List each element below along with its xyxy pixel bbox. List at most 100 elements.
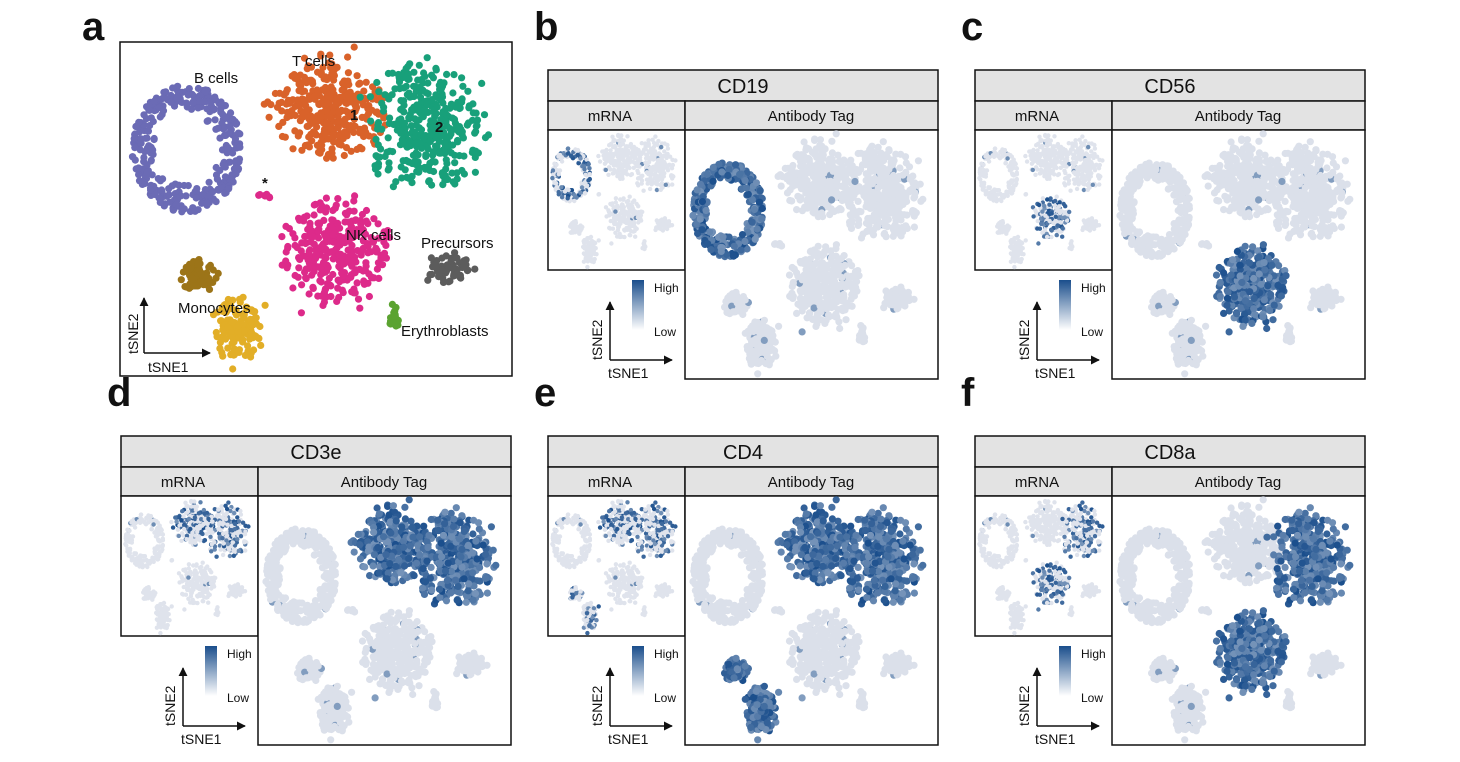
antibody-point (793, 269, 801, 277)
mrna-point (651, 140, 657, 146)
mrna-point (606, 152, 611, 157)
mrna-point (635, 168, 640, 173)
cell-point (236, 143, 244, 151)
antibody-point (846, 218, 854, 226)
cell-point (135, 118, 143, 126)
mrna-point (636, 183, 641, 188)
antibody-point (789, 292, 797, 300)
antibody-point (902, 159, 910, 167)
mrna-point (633, 150, 638, 156)
antibody-point (864, 173, 872, 181)
mrna-point (1089, 171, 1094, 176)
mrna-point (1043, 138, 1049, 143)
cell-point (260, 100, 268, 108)
mrna-point (1023, 153, 1028, 159)
cell-point (142, 172, 150, 180)
cell-point (244, 342, 252, 350)
cell-point (343, 132, 351, 140)
antibody-point (879, 138, 887, 146)
antibody-point (810, 304, 818, 312)
mrna-point (608, 148, 613, 153)
mrna-point (1079, 156, 1084, 161)
cell-point (458, 74, 466, 82)
panel-label-c: c (961, 5, 983, 49)
mrna-point (615, 227, 621, 233)
cell-point (472, 122, 480, 130)
cell-point (316, 206, 324, 214)
mrna-point (663, 182, 668, 187)
antibody-point (841, 261, 849, 269)
mrna-point (601, 153, 606, 158)
cell-point (130, 135, 138, 143)
antibody-point (863, 193, 871, 202)
cell-point (385, 164, 393, 172)
mrna-point (1031, 214, 1036, 219)
antibody-point (852, 165, 860, 173)
cell-point (432, 142, 440, 150)
mrna-point (1083, 221, 1088, 226)
cell-point (352, 216, 360, 224)
antibody-point (843, 167, 851, 175)
mrna-point (1073, 149, 1079, 154)
cell-point (334, 124, 342, 132)
mrna-point (612, 221, 617, 227)
mrna-point (609, 202, 615, 208)
mrna-point (587, 166, 592, 171)
mrna-point (645, 154, 650, 159)
cell-point (306, 120, 314, 128)
antibody-point (709, 163, 717, 172)
cell-point (310, 211, 318, 219)
cell-point (228, 318, 236, 326)
cell-point (184, 182, 192, 190)
mrna-point (1063, 183, 1068, 188)
cell-point (316, 149, 324, 157)
antibody-point (868, 142, 876, 150)
cell-point (296, 255, 304, 263)
cell-point (460, 152, 468, 160)
cell-point (219, 125, 228, 133)
cell-point (144, 127, 152, 135)
antibody-point (703, 170, 711, 178)
cell-point (217, 104, 225, 112)
cell-point (376, 153, 384, 161)
cell-point (289, 145, 297, 153)
antibody-point (854, 149, 862, 158)
cell-point (374, 170, 382, 178)
antibody-point (797, 162, 805, 170)
cell-point (167, 98, 175, 106)
mrna-point (573, 147, 578, 152)
antibody-point (725, 294, 733, 302)
antibody-point (847, 281, 855, 289)
cell-point (309, 284, 317, 292)
mrna-point (629, 145, 634, 150)
mrna-point (1096, 166, 1102, 171)
antibody-point (891, 221, 899, 229)
cell-point (484, 131, 493, 139)
mrna-point (569, 222, 574, 227)
cell-point (432, 110, 440, 118)
mrna-point (1000, 147, 1005, 152)
cell-point (314, 87, 322, 95)
cell-point (160, 88, 168, 96)
cell-point (364, 105, 372, 113)
mrna-point (651, 144, 657, 150)
cell-point (323, 99, 331, 107)
mrna-point (1012, 251, 1017, 257)
cell-point (371, 162, 379, 170)
mrna-point (656, 221, 661, 226)
mrna-point (622, 159, 627, 164)
cell-point (329, 206, 337, 215)
antibody-point (816, 136, 825, 144)
cell-point (194, 104, 202, 112)
mrna-point (646, 149, 652, 154)
cell-point (403, 91, 411, 99)
cell-point (341, 107, 350, 115)
mrna-point (1096, 174, 1101, 179)
mrna-point (617, 234, 623, 240)
mrna-point (1070, 141, 1075, 146)
mrna-point (992, 196, 997, 201)
cell-point (131, 144, 139, 152)
cell-point (201, 88, 209, 96)
antibody-point (783, 189, 792, 197)
mrna-point (1046, 149, 1052, 154)
